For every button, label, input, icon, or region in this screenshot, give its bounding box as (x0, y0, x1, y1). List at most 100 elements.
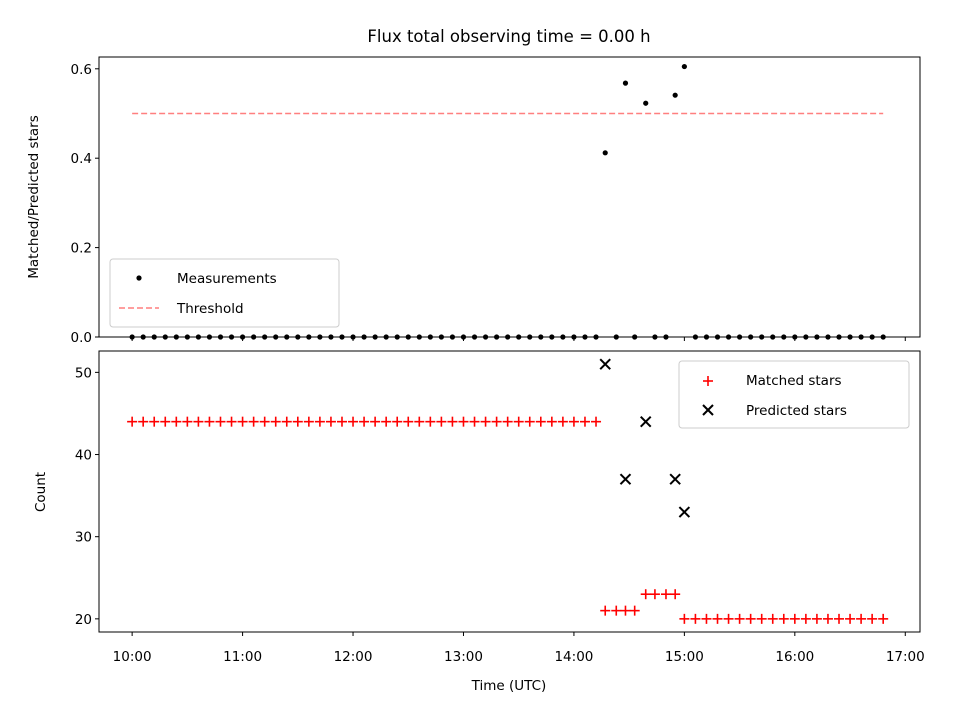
legend-matched-stars-label: Matched stars (746, 373, 842, 389)
matched-stars-point (745, 613, 756, 624)
bottom-panel: Count Time (UTC) 20 30 40 50 10:00 11:00 12:00… (33, 350, 925, 694)
predicted-stars-point (678, 506, 691, 518)
x-stroke (678, 506, 691, 518)
matched-stars-point (336, 416, 347, 427)
x-tick-label: 17:00 (886, 649, 925, 665)
top-y-tick-label: 0.2 (71, 241, 92, 257)
matched-stars-point (392, 416, 403, 427)
matched-stars-point (867, 613, 878, 624)
bottom-y-tick-label: 30 (75, 530, 92, 546)
matched-stars-point (822, 613, 833, 624)
matched-stars-point (629, 605, 640, 616)
matched-stars-point (193, 416, 204, 427)
matched-stars-point (303, 416, 314, 427)
predicted-stars-point (640, 415, 652, 428)
matched-stars-point (546, 416, 557, 427)
x-tick-label: 14:00 (554, 649, 593, 665)
matched-stars-point (237, 416, 248, 427)
matched-stars-point (789, 613, 800, 624)
x-stroke (669, 473, 681, 485)
legend-measurements-label: Measurements (177, 271, 277, 287)
matched-stars-point (649, 589, 660, 600)
matched-stars-point (325, 416, 336, 427)
top-panel: Flux total observing time = 0.00 h Match… (26, 27, 921, 346)
matched-stars-point (670, 589, 681, 600)
x-tick-label: 16:00 (775, 649, 814, 665)
matched-stars-point (348, 416, 359, 427)
x-tick-label: 13:00 (444, 649, 483, 665)
matched-stars-point (127, 416, 138, 427)
matched-stars-point (734, 613, 745, 624)
matched-stars-point (215, 416, 226, 427)
matched-stars-point (660, 589, 671, 600)
matched-stars-point (370, 416, 381, 427)
x-stroke (640, 415, 652, 428)
matched-stars-point (403, 416, 414, 427)
matched-stars-point (778, 613, 789, 624)
matched-stars-point (568, 416, 579, 427)
bottom-y-tick-label: 50 (75, 365, 92, 381)
matched-stars-point (800, 613, 811, 624)
measurement-point (643, 100, 649, 106)
matched-stars-point (690, 613, 701, 624)
bottom-axes-frame (98, 350, 921, 633)
x-tick-label: 11:00 (223, 649, 262, 665)
x-axis-label: Time (UTC) (471, 678, 547, 694)
predicted-stars-point (599, 358, 611, 370)
matched-stars-point (425, 416, 436, 427)
matched-stars-point (502, 416, 513, 427)
top-y-axis-label: Matched/Predicted stars (26, 115, 42, 278)
matched-stars-point (756, 613, 767, 624)
matched-stars-point (458, 416, 469, 427)
matched-stars-point (491, 416, 502, 427)
predicted-stars-point (619, 473, 632, 485)
matched-stars-point (811, 613, 822, 624)
matched-stars-point (182, 416, 193, 427)
matched-stars-point (535, 416, 546, 427)
matched-stars-point (359, 416, 370, 427)
matched-stars-point (292, 416, 303, 427)
bottom-legend: Matched stars Predicted stars (678, 360, 910, 429)
matched-stars-point (611, 605, 622, 616)
matched-stars-point (248, 416, 259, 427)
matched-stars-point (226, 416, 237, 427)
legend-measurements-marker (136, 275, 142, 281)
matched-stars-point (679, 613, 690, 624)
matched-stars-point (204, 416, 215, 427)
top-legend: Measurements Threshold (109, 258, 340, 328)
measurement-point (602, 150, 608, 156)
matched-stars-point (138, 416, 149, 427)
matched-stars-point (640, 589, 651, 600)
top-y-tick-label: 0.4 (71, 151, 92, 167)
matched-stars-point (845, 613, 856, 624)
x-stroke (599, 358, 611, 370)
x-tick-label: 12:00 (334, 649, 373, 665)
matched-stars-point (878, 613, 889, 624)
matched-stars-point (281, 416, 292, 427)
matched-stars-point (767, 613, 778, 624)
x-tick-label: 15:00 (665, 649, 704, 665)
bottom-y-tick-label: 40 (75, 448, 92, 464)
matched-stars-point (149, 416, 160, 427)
matched-stars-point (557, 416, 568, 427)
bottom-plot-area: 20 30 40 50 10:00 11:00 12:00 13:00 14:00 15:00 16… (75, 358, 925, 665)
matched-stars-point (259, 416, 270, 427)
predicted-stars-point (669, 473, 681, 485)
bottom-y-axis-label: Count (33, 472, 49, 512)
matched-stars-point (270, 416, 281, 427)
x-stroke (619, 473, 632, 485)
matched-stars-point (579, 416, 590, 427)
matched-stars-point (723, 613, 734, 624)
matched-stars-point (600, 605, 611, 616)
top-axes-frame (98, 56, 921, 338)
matched-stars-point (524, 416, 535, 427)
measurement-point (622, 80, 629, 86)
matched-stars-point (469, 416, 480, 427)
matched-stars-point (620, 605, 631, 616)
matched-stars-point (436, 416, 447, 427)
top-y-tick-label: 0.0 (71, 330, 92, 346)
legend-threshold-label: Threshold (176, 301, 244, 317)
top-y-tick-label: 0.6 (71, 62, 92, 78)
matched-stars-point (591, 416, 602, 427)
bottom-y-tick-label: 20 (75, 612, 92, 628)
